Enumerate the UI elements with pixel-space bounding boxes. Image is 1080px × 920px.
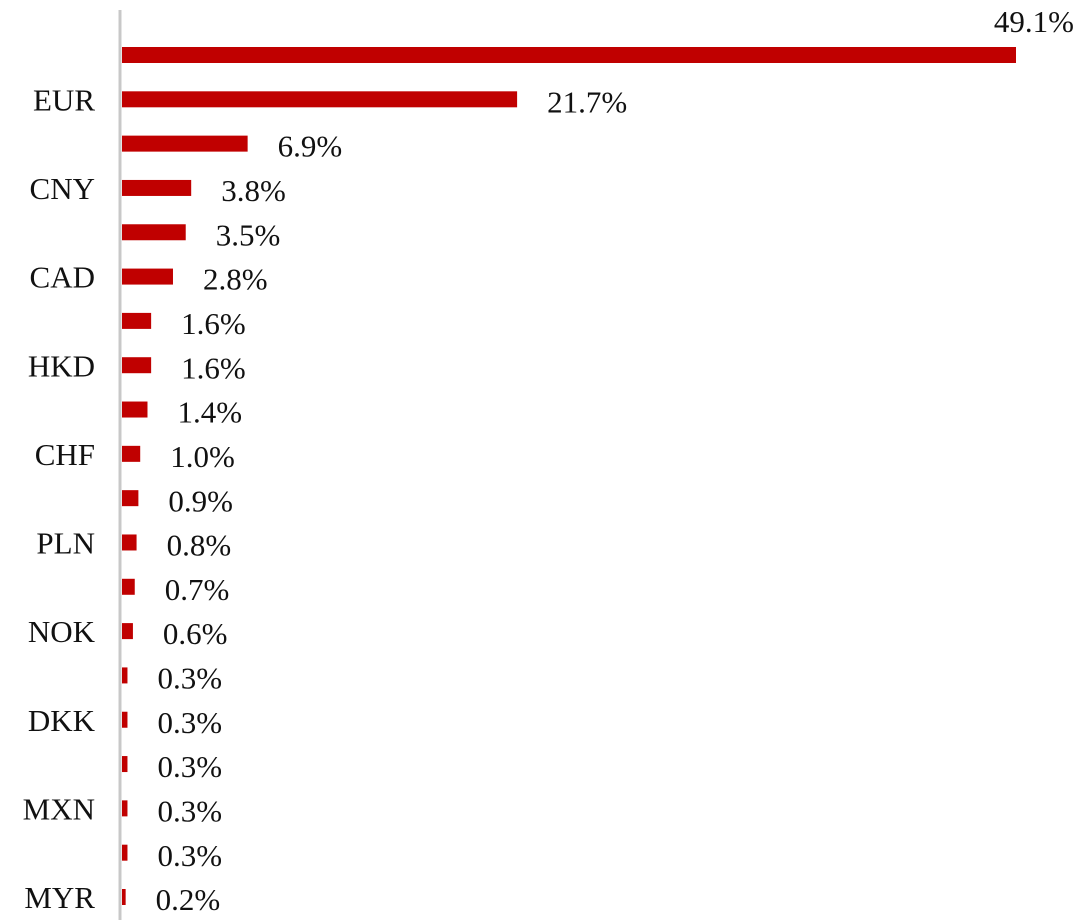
data-label: 0.3%: [157, 749, 222, 784]
bar: [122, 844, 128, 861]
bar: [122, 711, 128, 728]
y-tick-label: HKD: [28, 348, 95, 383]
data-label: 49.1%: [994, 4, 1074, 39]
bar: [122, 756, 128, 773]
bar: [122, 135, 248, 152]
data-label: 0.3%: [157, 705, 222, 740]
y-tick-label: CNY: [30, 171, 95, 206]
data-label: 0.3%: [157, 793, 222, 828]
bar: [122, 534, 137, 551]
bar: [122, 623, 133, 640]
data-label: 0.8%: [167, 528, 232, 563]
y-tick-label: DKK: [28, 703, 96, 738]
bar: [122, 667, 128, 684]
data-label: 0.2%: [156, 882, 221, 917]
y-tick-label: CHF: [35, 437, 95, 472]
bar: [122, 800, 128, 817]
data-label: 0.7%: [165, 572, 230, 607]
data-label: 0.9%: [168, 483, 233, 518]
data-label: 3.8%: [221, 173, 286, 208]
bar: [122, 268, 173, 285]
bar: [122, 578, 135, 595]
bar: [122, 91, 518, 108]
bar: [122, 47, 1016, 63]
data-label: 2.8%: [203, 262, 268, 297]
data-label: 1.0%: [170, 439, 235, 474]
data-label: 0.3%: [157, 661, 222, 696]
data-label: 3.5%: [216, 217, 281, 252]
data-label: 21.7%: [547, 84, 627, 119]
data-label: 0.6%: [163, 616, 228, 651]
data-label: 0.3%: [157, 838, 222, 873]
bar: [122, 312, 152, 329]
y-tick-label: NOK: [28, 614, 96, 649]
y-tick-label: CAD: [30, 260, 95, 295]
data-label: 1.4%: [177, 395, 242, 430]
bar: [122, 490, 139, 507]
y-tick-label: MYR: [24, 880, 95, 915]
bar: [122, 179, 192, 196]
data-label: 1.6%: [181, 350, 246, 385]
bar: [122, 445, 141, 462]
data-label: 1.6%: [181, 306, 246, 341]
y-tick-label: EUR: [33, 82, 95, 117]
bar: [122, 357, 152, 374]
y-tick-label: PLN: [36, 526, 95, 561]
bar: [122, 889, 126, 905]
bar: [122, 401, 148, 418]
data-label: 6.9%: [278, 129, 343, 164]
bar: [122, 224, 186, 241]
y-tick-label: MXN: [23, 791, 95, 826]
